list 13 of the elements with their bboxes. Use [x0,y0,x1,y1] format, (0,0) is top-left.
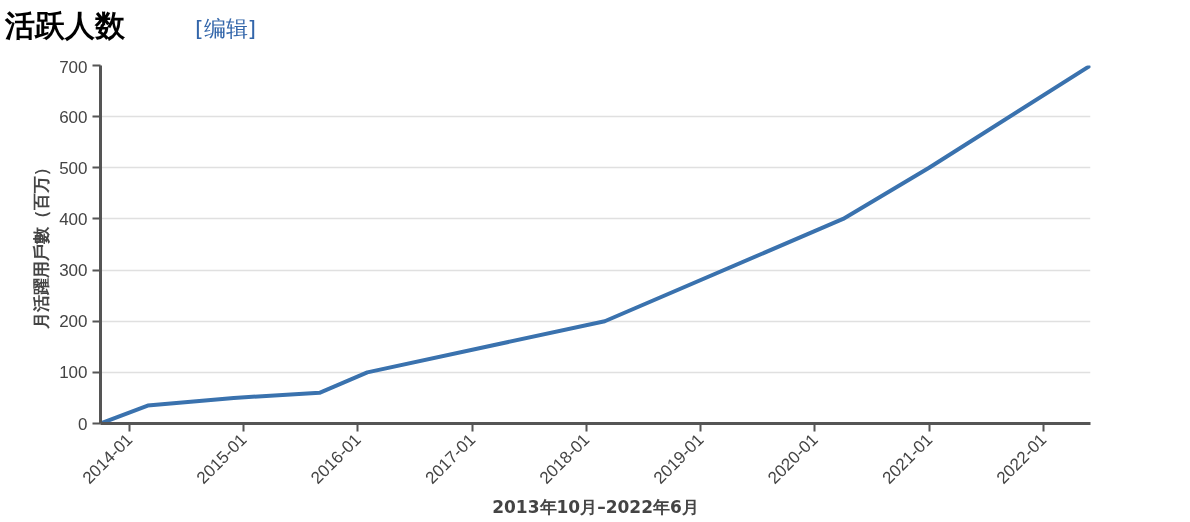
y-tick-label: 400 [59,209,88,229]
y-tick-label: 300 [59,261,88,281]
y-tick-label: 0 [78,414,88,434]
y-axis-title: 月活躍用戶數（百万） [31,159,52,331]
y-tick-label: 700 [59,57,88,77]
y-tick-label: 200 [59,312,88,332]
line-series [100,65,1091,424]
y-tick-label: 100 [59,363,88,383]
x-axis-title: 2013年10月–2022年6月 [492,497,699,518]
y-tick-label: 500 [59,158,88,178]
chart-subtitle: [编辑] [195,15,257,43]
y-tick-label: 600 [59,107,88,127]
chart-title: 活跃人数 [5,7,125,45]
